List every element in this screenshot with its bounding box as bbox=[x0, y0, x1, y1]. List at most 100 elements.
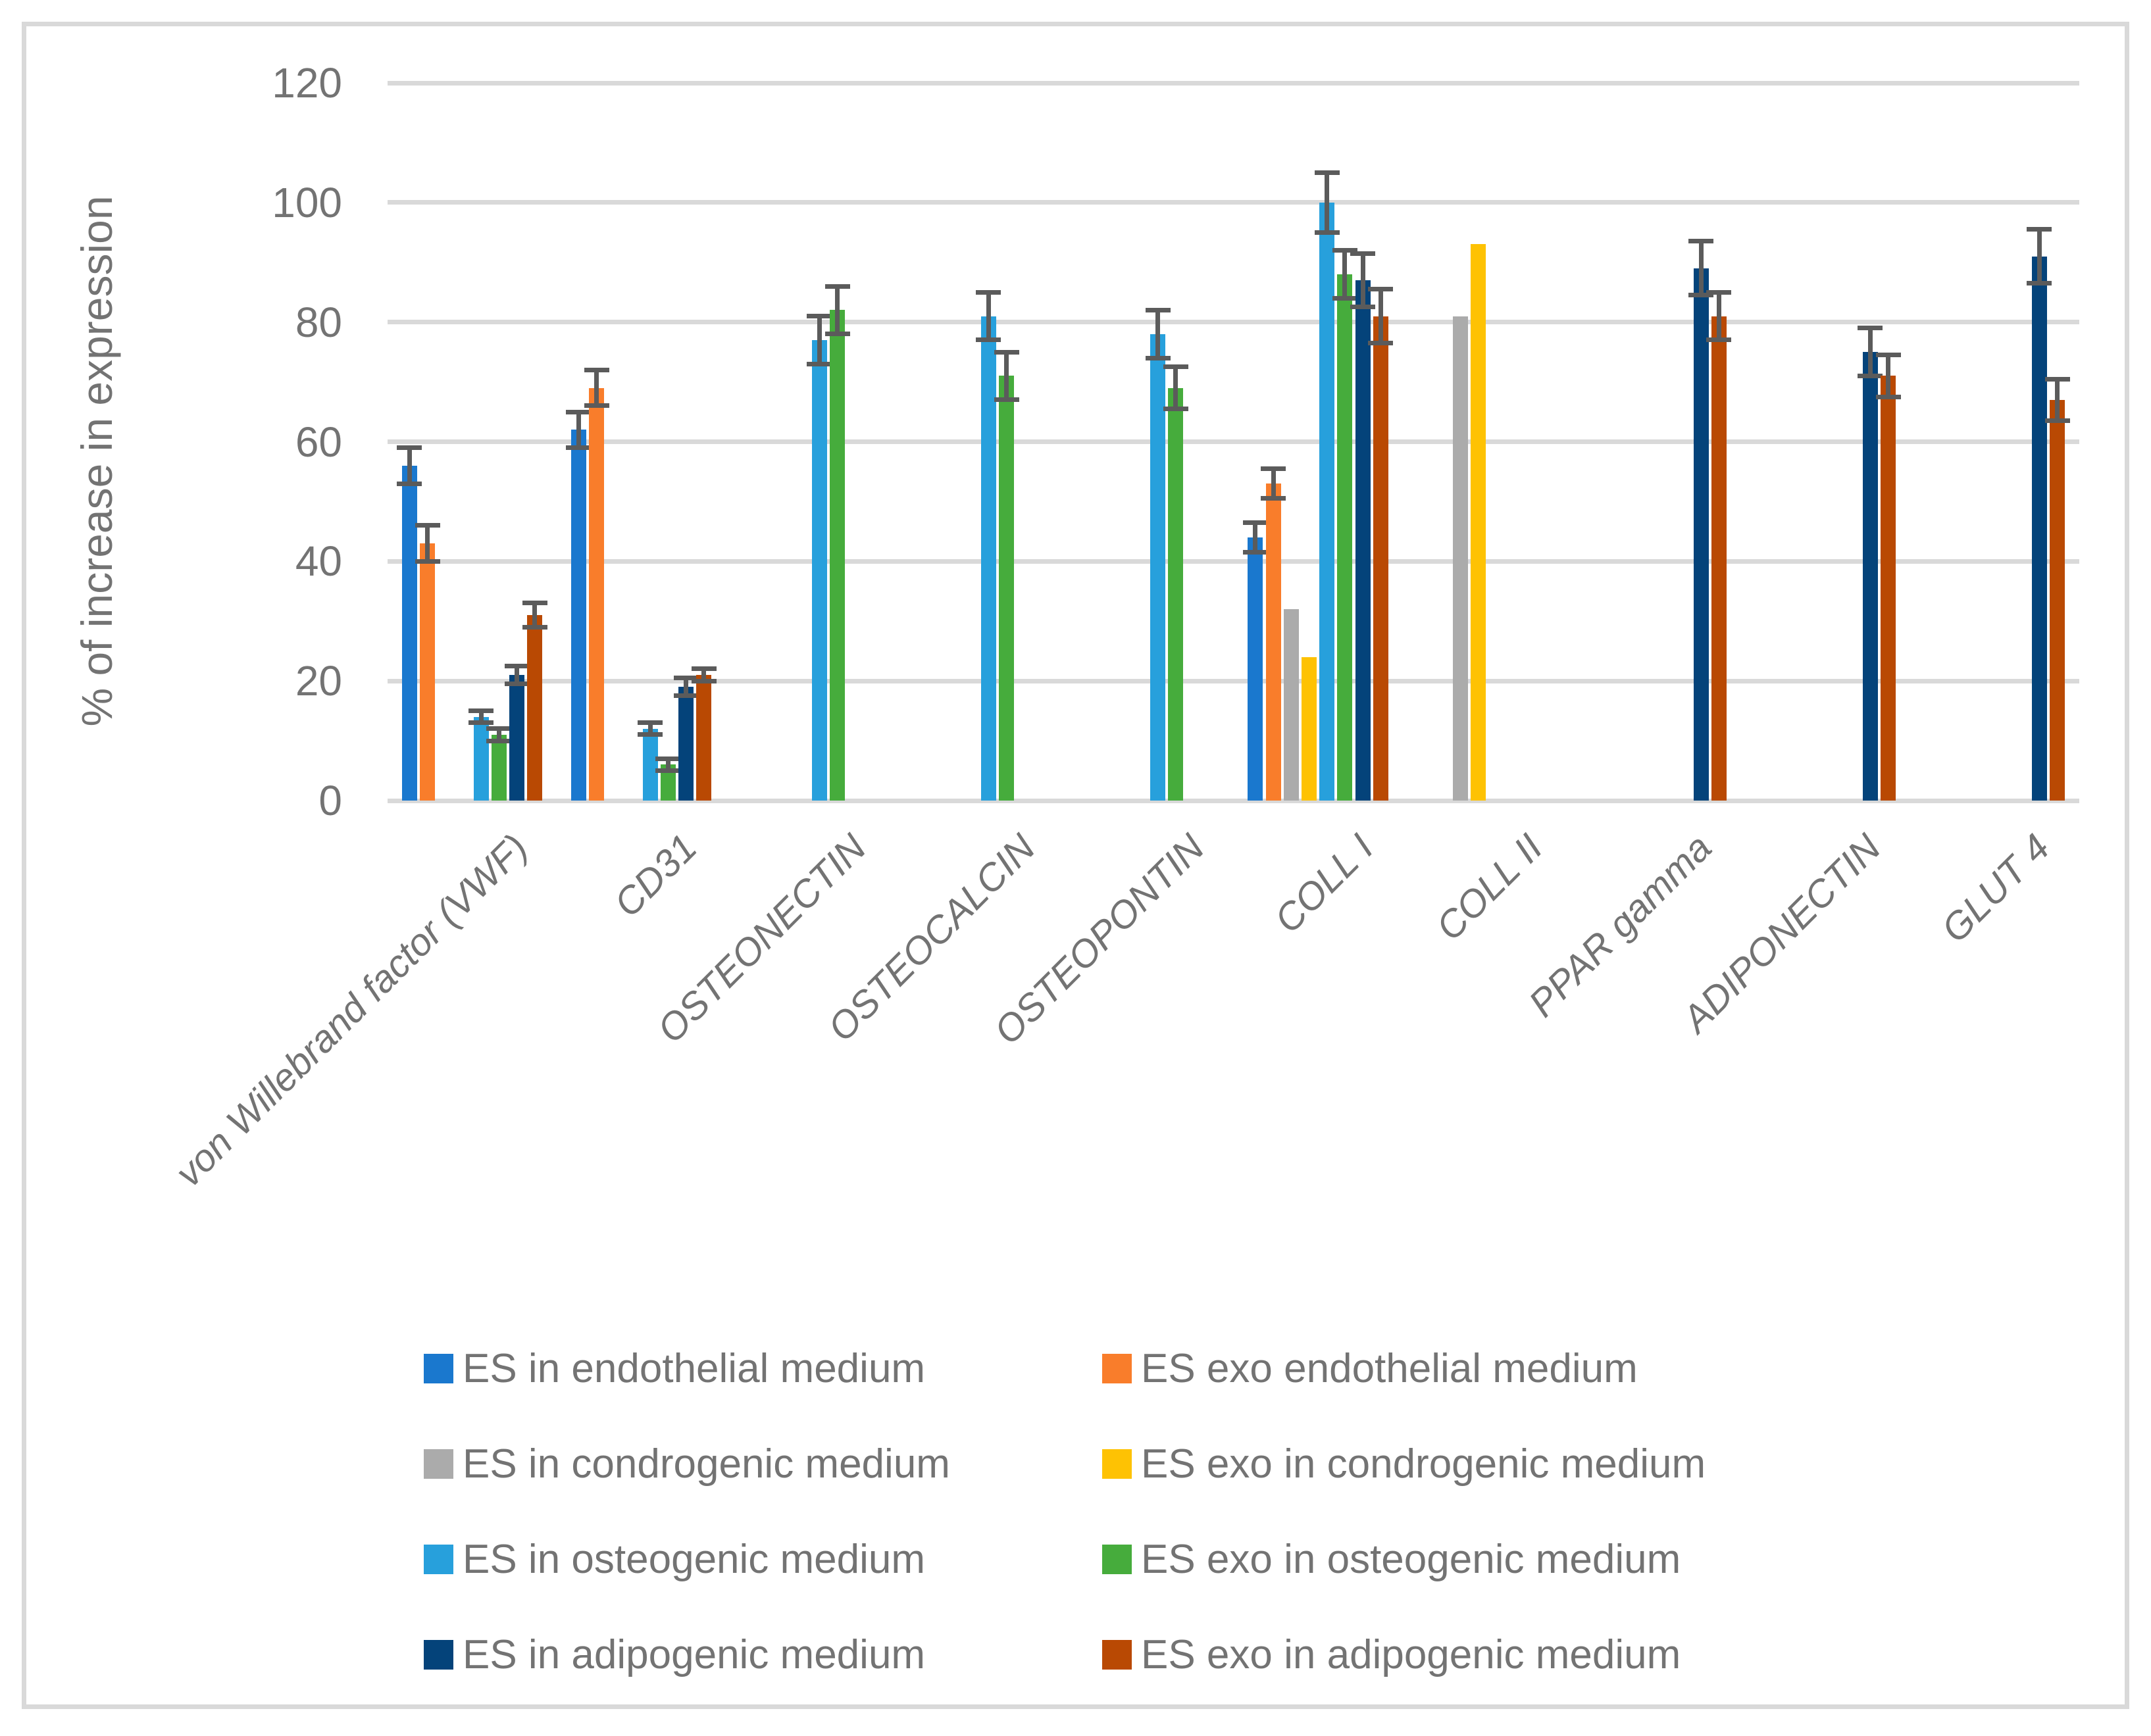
error-bar-line bbox=[478, 710, 484, 723]
error-bar-cap bbox=[2027, 281, 2052, 286]
legend-swatch bbox=[424, 1353, 453, 1383]
gridline bbox=[388, 558, 2079, 564]
error-bar-cap bbox=[1688, 293, 1714, 298]
error-bar-line bbox=[1716, 292, 1721, 340]
gridline bbox=[388, 678, 2079, 683]
legend-item: ES in adipogenic medium bbox=[424, 1632, 925, 1677]
error-bar-cap bbox=[1242, 550, 1268, 555]
error-bar-cap bbox=[824, 332, 850, 337]
error-bar-line bbox=[1342, 250, 1348, 299]
error-bar-cap bbox=[486, 726, 512, 732]
error-bar-cap bbox=[638, 720, 663, 726]
error-bar-line bbox=[2037, 229, 2042, 284]
error-bar-cap bbox=[976, 289, 1001, 295]
gridline bbox=[388, 439, 2079, 444]
error-bar-cap bbox=[691, 666, 717, 672]
bar bbox=[1373, 316, 1388, 801]
error-bar-cap bbox=[397, 481, 422, 486]
error-bar-line bbox=[496, 728, 501, 741]
error-bar-cap bbox=[1242, 520, 1268, 525]
bar bbox=[1248, 537, 1263, 801]
legend-swatch bbox=[1102, 1639, 1132, 1670]
legend-label: ES in osteogenic medium bbox=[463, 1536, 926, 1582]
legend-item: ES in osteogenic medium bbox=[424, 1537, 925, 1582]
bar bbox=[1265, 484, 1281, 801]
bar bbox=[420, 543, 436, 801]
y-axis-tick-label: 100 bbox=[272, 178, 342, 226]
bar bbox=[401, 465, 417, 801]
error-bar-line bbox=[594, 370, 599, 406]
y-axis-title: % of increase in expression bbox=[72, 195, 121, 727]
error-bar-cap bbox=[1145, 307, 1171, 312]
error-bar-cap bbox=[1688, 239, 1714, 244]
bar bbox=[660, 764, 676, 801]
legend-swatch bbox=[424, 1449, 453, 1479]
error-bar-cap bbox=[1163, 406, 1188, 411]
error-bar-cap bbox=[397, 445, 422, 451]
error-bar-line bbox=[1325, 172, 1330, 233]
legend-label: ES exo in condrogenic medium bbox=[1141, 1441, 1706, 1487]
error-bar-cap bbox=[1332, 248, 1357, 253]
error-bar-cap bbox=[468, 720, 494, 726]
error-bar-line bbox=[2055, 379, 2060, 421]
error-bar-cap bbox=[1875, 353, 1901, 358]
error-bar-line bbox=[684, 678, 689, 696]
error-bar-cap bbox=[2044, 376, 2070, 382]
error-bar-cap bbox=[1261, 496, 1286, 501]
error-bar-cap bbox=[584, 367, 609, 372]
error-bar-cap bbox=[673, 676, 699, 681]
error-bar-cap bbox=[1368, 287, 1394, 292]
error-bar-line bbox=[425, 525, 430, 562]
y-axis-tick-label: 60 bbox=[295, 418, 342, 466]
error-bar-cap bbox=[1314, 170, 1340, 175]
bar bbox=[980, 316, 996, 801]
bar bbox=[1301, 657, 1317, 801]
bar bbox=[1168, 387, 1184, 801]
bar bbox=[491, 734, 507, 801]
bar bbox=[473, 716, 489, 801]
error-bar-cap bbox=[655, 768, 681, 774]
error-bar-cap bbox=[522, 601, 547, 606]
gridline bbox=[388, 80, 2079, 86]
bar bbox=[1150, 334, 1166, 801]
legend-item: ES exo endothelial medium bbox=[1102, 1346, 1638, 1391]
legend-swatch bbox=[424, 1544, 453, 1574]
bar bbox=[509, 675, 525, 801]
error-bar-line bbox=[665, 758, 671, 771]
error-bar-cap bbox=[1145, 355, 1171, 360]
error-bar-line bbox=[515, 666, 520, 684]
chart-border bbox=[22, 22, 2129, 1709]
error-bar-cap bbox=[824, 284, 850, 289]
legend-label: ES exo endothelial medium bbox=[1141, 1345, 1638, 1391]
gridline bbox=[388, 798, 2079, 803]
error-bar-cap bbox=[807, 314, 832, 319]
error-bar-cap bbox=[1875, 394, 1901, 399]
bar bbox=[1711, 316, 1727, 801]
error-bar-cap bbox=[1261, 466, 1286, 471]
legend-item: ES exo in condrogenic medium bbox=[1102, 1441, 1706, 1487]
error-bar-line bbox=[1698, 241, 1704, 295]
error-bar-cap bbox=[2044, 418, 2070, 424]
error-bar-line bbox=[532, 603, 538, 628]
legend-label: ES in adipogenic medium bbox=[463, 1631, 926, 1677]
error-bar-line bbox=[1360, 253, 1365, 307]
y-axis-tick-label: 40 bbox=[295, 537, 342, 585]
error-bar-line bbox=[647, 722, 653, 735]
legend-item: ES in endothelial medium bbox=[424, 1346, 925, 1391]
error-bar-cap bbox=[655, 756, 681, 761]
bar bbox=[527, 615, 543, 801]
error-bar-cap bbox=[1368, 340, 1394, 345]
gridline bbox=[388, 320, 2079, 325]
legend-item: ES exo in adipogenic medium bbox=[1102, 1632, 1681, 1677]
error-bar-cap bbox=[504, 663, 530, 668]
error-bar-line bbox=[701, 668, 707, 682]
error-bar-cap bbox=[1858, 373, 1883, 378]
legend-swatch bbox=[1102, 1353, 1132, 1383]
error-bar-cap bbox=[1350, 251, 1376, 256]
bar bbox=[1693, 268, 1709, 801]
error-bar-cap bbox=[638, 732, 663, 737]
bar bbox=[570, 430, 586, 801]
error-bar-line bbox=[1253, 522, 1258, 553]
error-bar-cap bbox=[504, 682, 530, 687]
legend-label: ES exo in osteogenic medium bbox=[1141, 1536, 1681, 1582]
